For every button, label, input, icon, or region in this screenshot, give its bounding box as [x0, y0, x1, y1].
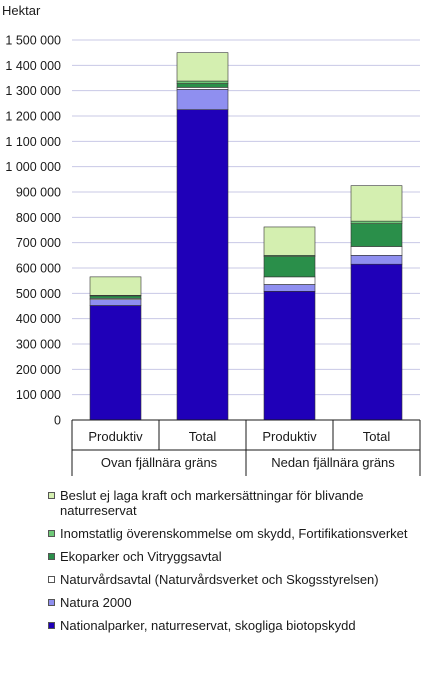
x-axis: Produktiv Total Produktiv Total Ovan fjällnä…: [71, 419, 421, 476]
legend-item: Nationalparker, naturreservat, skogliga …: [48, 618, 423, 633]
bar-segment: [350, 255, 403, 265]
y-tick-label: 400 000: [16, 312, 61, 326]
legend-label: Nationalparker, naturreservat, skogliga …: [60, 618, 356, 633]
legend-label: Natura 2000: [60, 595, 132, 610]
y-tick-label: 900 000: [16, 186, 61, 200]
bar-segment: [263, 226, 316, 256]
legend-item: Natura 2000: [48, 595, 423, 610]
x-group-label: Nedan fjällnära gräns: [271, 455, 395, 470]
bar-segment: [263, 291, 316, 421]
stacked-bar-chart: Hektar 0 100 000 200 000 300 000 400 000 500 …: [2, 3, 421, 476]
x-tick-label: Total: [363, 429, 391, 444]
y-tick-label: 600 000: [16, 262, 61, 276]
legend: Beslut ej laga kraft och markersättninga…: [48, 488, 423, 641]
bar-segment: [350, 220, 403, 224]
y-tick-label: 200 000: [16, 363, 61, 377]
x-tick-label: Produktiv: [88, 429, 143, 444]
bar-segment: [263, 256, 316, 278]
y-axis-ticks: 0 100 000 200 000 300 000 400 000 500 000 600 …: [5, 34, 61, 428]
bars: [89, 52, 403, 421]
bar-segment: [176, 83, 229, 88]
bar-segment: [350, 185, 403, 222]
legend-item: Inomstatlig överenskommelse om skydd, Fo…: [48, 526, 423, 541]
y-tick-label: 1 200 000: [5, 110, 61, 124]
y-tick-label: 700 000: [16, 236, 61, 250]
legend-label: Ekoparker och Vitryggsavtal: [60, 549, 222, 564]
bar-segment: [350, 246, 403, 256]
y-tick-label: 0: [54, 414, 61, 428]
x-group-label: Ovan fjällnära gräns: [101, 455, 218, 470]
bar-segment: [176, 109, 229, 421]
bar-segment: [89, 295, 142, 299]
bar-segment: [89, 305, 142, 421]
y-tick-label: 100 000: [16, 388, 61, 402]
bar-segment: [89, 276, 142, 296]
legend-swatch: [48, 576, 55, 583]
legend-swatch: [48, 622, 55, 629]
y-tick-label: 500 000: [16, 287, 61, 301]
legend-item: Beslut ej laga kraft och markersättninga…: [48, 488, 423, 518]
legend-label: Inomstatlig överenskommelse om skydd, Fo…: [60, 526, 408, 541]
bar-segment: [89, 299, 142, 306]
bar-segment: [176, 80, 229, 84]
bar-segment: [176, 87, 229, 90]
legend-swatch: [48, 553, 55, 560]
legend-swatch: [48, 530, 55, 537]
legend-label: Beslut ej laga kraft och markersättninga…: [60, 488, 364, 518]
bar-segment: [350, 263, 403, 421]
y-tick-label: 1 000 000: [5, 160, 61, 174]
y-tick-label: 1 100 000: [5, 135, 61, 149]
legend-item: Ekoparker och Vitryggsavtal: [48, 549, 423, 564]
x-tick-label: Produktiv: [262, 429, 317, 444]
bar-segment: [263, 284, 316, 292]
y-tick-label: 1 400 000: [5, 59, 61, 73]
x-tick-label: Total: [189, 429, 217, 444]
legend-swatch: [48, 492, 55, 499]
legend-label: Naturvårdsavtal (Naturvårdsverket och Sk…: [60, 572, 379, 587]
y-tick-label: 1 500 000: [5, 34, 61, 48]
y-tick-label: 1 300 000: [5, 84, 61, 98]
y-tick-label: 800 000: [16, 211, 61, 225]
bar-segment: [350, 223, 403, 247]
bar-segment: [176, 52, 229, 82]
legend-item: Naturvårdsavtal (Naturvårdsverket och Sk…: [48, 572, 423, 587]
y-axis-label: Hektar: [2, 3, 41, 18]
bar-segment: [176, 89, 229, 110]
legend-swatch: [48, 599, 55, 606]
gridlines: [72, 39, 420, 396]
bar-segment: [263, 276, 316, 285]
y-tick-label: 300 000: [16, 338, 61, 352]
